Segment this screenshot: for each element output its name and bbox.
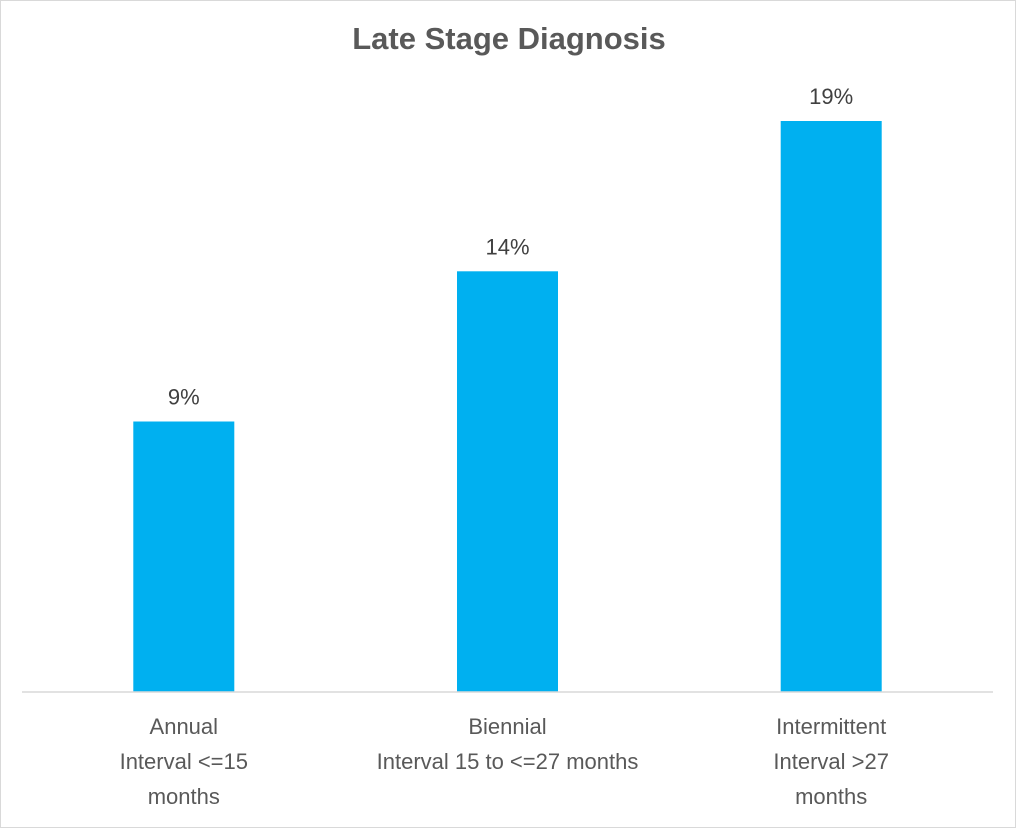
category-label-line: Interval >27 <box>773 749 889 774</box>
bar-3 <box>780 121 882 692</box>
bars-layer <box>133 121 882 692</box>
data-label-1: 9% <box>168 385 200 410</box>
labels-layer: 9% Annual Interval <=15 months 14% Biennial In… <box>120 84 889 809</box>
chart-title: Late Stage Diagnosis <box>352 21 666 56</box>
category-label-line: Interval 15 to <=27 months <box>377 749 639 774</box>
category-label-2: Biennial Interval 15 to <=27 months <box>377 714 639 774</box>
category-label-3: Intermittent Interval >27 months <box>773 714 889 809</box>
data-label-3: 19% <box>809 84 853 109</box>
category-label-line: Biennial <box>468 714 546 739</box>
category-label-line: Annual <box>150 714 219 739</box>
bar-2 <box>457 271 558 692</box>
bar-1 <box>133 421 235 692</box>
category-label-line: Interval <=15 <box>120 749 248 774</box>
category-label-1: Annual Interval <=15 months <box>120 714 248 809</box>
category-label-line: Intermittent <box>776 714 886 739</box>
category-label-line: months <box>795 784 867 809</box>
data-label-2: 14% <box>485 234 529 259</box>
category-label-line: months <box>148 784 220 809</box>
